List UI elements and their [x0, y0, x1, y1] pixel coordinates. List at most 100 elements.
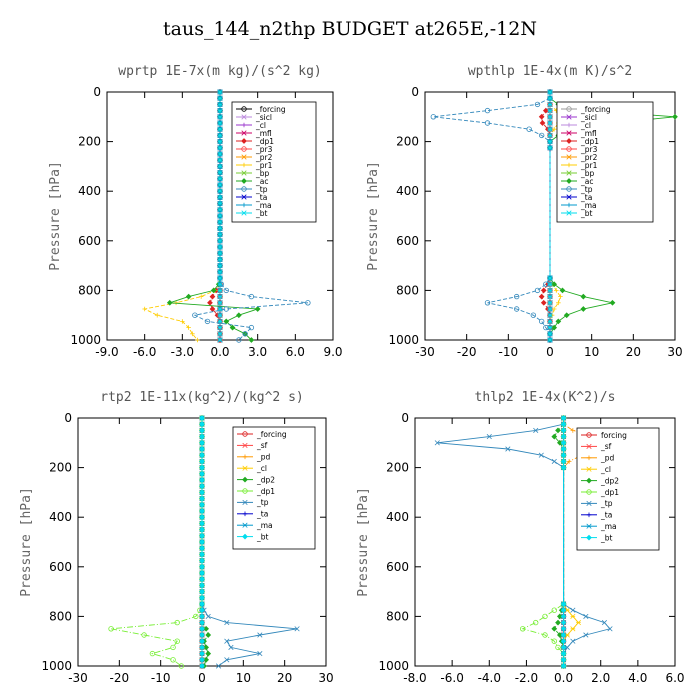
y-tick-label: 0 — [401, 411, 409, 425]
y-tick-label: 400 — [78, 184, 101, 198]
data-point — [199, 582, 205, 589]
data-point — [560, 446, 567, 452]
legend-marker — [242, 476, 248, 483]
legend-label: _dp2 — [256, 475, 275, 484]
data-point — [199, 452, 205, 459]
legend-marker — [241, 138, 247, 144]
x-tick-label: 6.0 — [286, 345, 305, 359]
legend-marker — [241, 146, 247, 152]
data-point — [505, 446, 511, 452]
data-point — [224, 638, 230, 644]
data-point — [217, 244, 223, 250]
data-point — [229, 324, 236, 331]
data-point — [205, 650, 212, 657]
data-point — [199, 656, 205, 663]
data-point — [217, 294, 223, 300]
data-point — [199, 526, 205, 533]
data-point — [170, 644, 176, 651]
series-dp1 — [108, 415, 205, 669]
data-point — [228, 644, 234, 650]
data-point — [217, 232, 223, 238]
data-point — [560, 452, 567, 459]
data-point — [547, 101, 553, 107]
legend-label: _bp — [255, 169, 270, 178]
legend-label: _ma — [600, 522, 617, 531]
legend-marker — [586, 523, 592, 529]
y-tick-label: 400 — [49, 510, 72, 524]
data-point — [555, 644, 561, 651]
x-tick-label: 0.0 — [554, 671, 573, 685]
x-tick-label: -20 — [457, 345, 477, 359]
legend-marker — [566, 210, 572, 216]
legend-label: _pr2 — [255, 153, 273, 162]
data-point — [560, 607, 567, 614]
legend-marker — [241, 170, 247, 176]
data-point — [560, 433, 567, 440]
data-point — [560, 619, 567, 626]
y-tick-label: 600 — [49, 560, 72, 574]
data-point — [199, 613, 205, 620]
data-point — [198, 294, 204, 299]
panel-title: thlp2 1E-4x(K^2)/s — [475, 390, 616, 405]
data-point — [199, 446, 205, 452]
data-point — [217, 101, 223, 107]
x-tick-label: 6.0 — [665, 671, 684, 685]
data-point — [199, 539, 205, 545]
data-point — [199, 433, 205, 440]
x-tick-label: -3.0 — [171, 345, 194, 359]
x-tick-label: 0 — [198, 671, 206, 685]
data-point — [217, 182, 223, 188]
data-point — [533, 619, 539, 626]
x-tick-label: 10 — [584, 345, 599, 359]
y-tick-label: 200 — [78, 135, 101, 149]
legend-marker — [242, 533, 248, 540]
x-tick-label: -30 — [68, 671, 88, 685]
legend-label: forcing — [601, 431, 627, 440]
data-point — [551, 458, 557, 464]
x-tick-label: -10 — [499, 345, 519, 359]
data-point — [560, 427, 567, 434]
data-point — [530, 312, 537, 318]
data-point — [217, 126, 223, 132]
data-point — [570, 626, 576, 632]
data-point — [486, 434, 492, 440]
data-point — [199, 625, 205, 632]
data-point — [547, 337, 553, 343]
data-point — [217, 331, 223, 337]
y-tick-label: 600 — [396, 234, 419, 248]
data-point — [583, 613, 589, 619]
legend-marker — [241, 186, 247, 192]
data-point — [217, 114, 223, 120]
data-point — [185, 293, 192, 300]
data-point — [559, 287, 566, 294]
y-tick-label: 600 — [386, 560, 409, 574]
x-tick-label: 20 — [277, 671, 292, 685]
legend-marker — [586, 477, 592, 484]
legend-label: _bt — [255, 209, 268, 218]
legend-label: _ac — [255, 177, 268, 186]
series-line — [521, 418, 565, 666]
data-point — [540, 299, 547, 306]
data-point — [215, 663, 222, 669]
legend-label: _cl — [600, 465, 611, 474]
data-point — [217, 151, 223, 157]
legend-label: _dp2 — [600, 476, 619, 485]
legend-marker — [586, 512, 592, 518]
data-point — [601, 620, 608, 626]
data-point — [672, 113, 678, 120]
data-point — [180, 319, 185, 324]
data-point — [547, 132, 553, 138]
legend-marker — [242, 442, 248, 448]
data-point — [199, 458, 205, 465]
data-point — [538, 293, 545, 300]
data-point — [547, 318, 553, 324]
data-point — [248, 293, 255, 300]
legend-label: _cl — [256, 464, 267, 473]
data-point — [539, 120, 546, 126]
data-point — [580, 306, 587, 312]
data-point — [534, 101, 541, 108]
data-point — [217, 163, 223, 169]
data-point — [547, 139, 553, 145]
data-point — [551, 324, 558, 331]
legend-marker — [566, 162, 572, 168]
